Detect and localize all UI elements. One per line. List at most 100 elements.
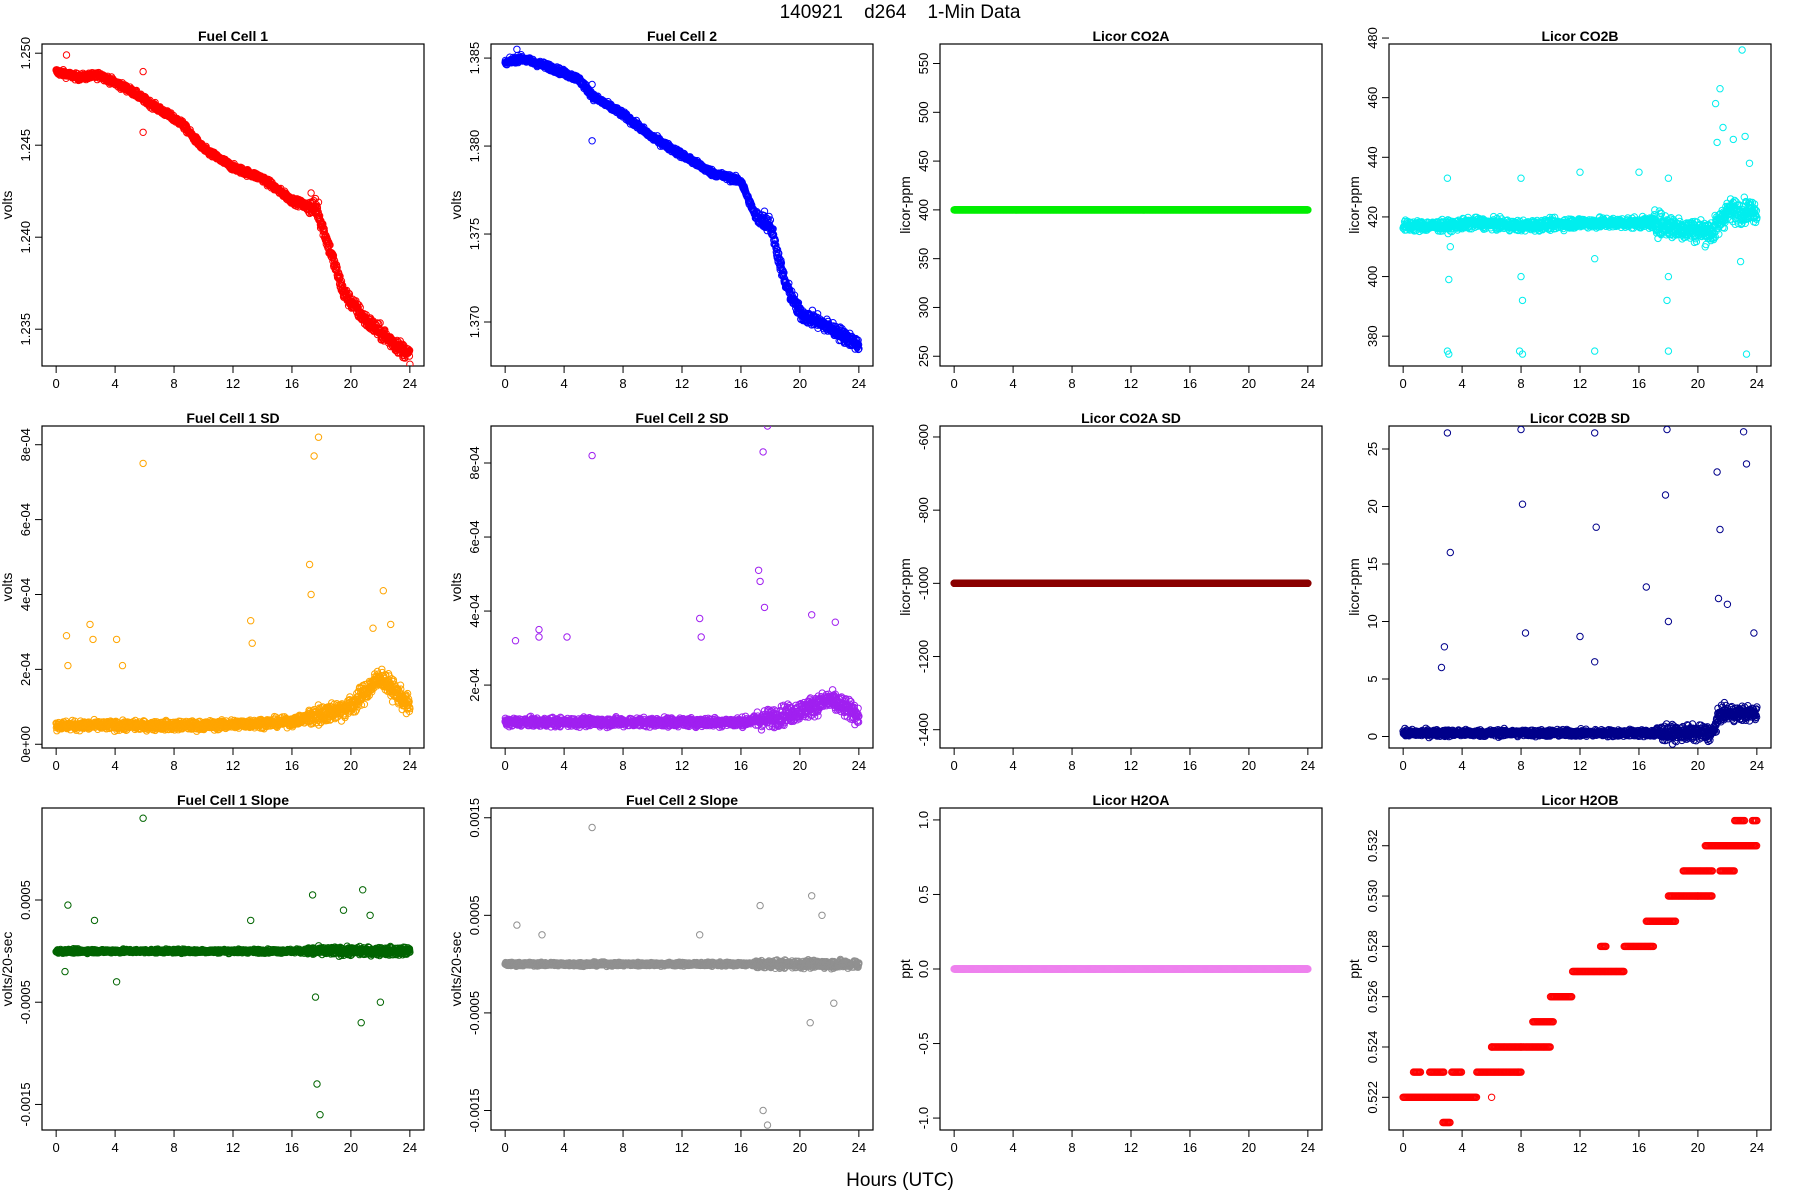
x-tick-label: 16 (1632, 376, 1646, 391)
data-point (588, 137, 596, 145)
data-point (854, 336, 862, 344)
data-point (337, 277, 346, 285)
y-tick-label: 550 (916, 53, 931, 75)
data-point (808, 306, 817, 314)
y-tick-label: 350 (916, 248, 931, 270)
panel-title: Licor CO2A (1092, 28, 1169, 44)
data-point (62, 51, 71, 59)
x-tick-label: 8 (619, 376, 626, 391)
y-tick-label: 1.235 (18, 313, 33, 346)
x-tick-label: 24 (1750, 376, 1764, 391)
y-axis-label: volts (448, 191, 464, 220)
x-tick-label: 0 (951, 376, 958, 391)
x-tick-label: 4 (1009, 376, 1016, 391)
data-point (766, 216, 775, 224)
x-tick-label: 4 (111, 376, 118, 391)
data-point (513, 45, 521, 53)
data-point (770, 240, 779, 248)
x-tick-label: 12 (1573, 376, 1587, 391)
data-point (1304, 206, 1312, 214)
y-tick-label: 1.250 (18, 37, 33, 70)
data-point (376, 319, 384, 327)
y-axis-label: volts (0, 191, 15, 220)
x-tick-label: 24 (1301, 376, 1315, 391)
y-axis-label: licor-ppm (1346, 176, 1362, 234)
data-point (345, 290, 354, 298)
x-tick-label: 0 (1400, 376, 1407, 391)
data-point (588, 80, 596, 89)
x-tick-label: 24 (852, 376, 866, 391)
y-tick-label: 400 (1365, 266, 1380, 288)
data-point (790, 291, 799, 299)
x-tick-label: 16 (734, 376, 748, 391)
data-point (775, 249, 783, 258)
x-tick-label: 24 (403, 376, 417, 391)
x-tick-label: 4 (1458, 376, 1465, 391)
data-point (765, 212, 773, 221)
y-tick-label: 1.370 (467, 306, 482, 339)
x-tick-label: 8 (1068, 376, 1075, 391)
x-tick-label: 20 (793, 376, 807, 391)
panel-title: Licor CO2B (1541, 28, 1618, 44)
y-tick-label: 380 (1365, 325, 1380, 347)
x-tick-label: 12 (675, 376, 689, 391)
y-tick-label: 1.240 (18, 221, 33, 254)
y-tick-label: 1.380 (467, 130, 482, 163)
data-point (405, 352, 414, 360)
data-point (307, 189, 315, 197)
y-tick-label: 1.245 (18, 129, 33, 162)
panel-title: Fuel Cell 1 (198, 28, 268, 44)
plot-frame (939, 43, 1323, 367)
data-point (855, 345, 863, 353)
y-tick-label: 440 (1365, 146, 1380, 168)
figure-title: 140921 d264 1-Min Data (779, 2, 1021, 23)
data-points (1399, 46, 1761, 358)
y-tick-label: 500 (916, 101, 931, 123)
x-tick-label: 12 (1124, 376, 1138, 391)
data-point (319, 220, 327, 228)
y-tick-label: 1.375 (467, 218, 482, 251)
panel-title: Fuel Cell 2 (647, 28, 717, 44)
x-tick-label: 16 (285, 376, 299, 391)
data-point (771, 237, 779, 245)
x-tick-label: 8 (170, 376, 177, 391)
data-point (406, 360, 414, 366)
x-tick-label: 0 (502, 376, 509, 391)
data-points (950, 206, 1312, 214)
data-point (314, 198, 323, 206)
data-point (356, 303, 364, 312)
y-tick-label: 460 (1365, 87, 1380, 109)
x-tick-label: 20 (344, 376, 358, 391)
data-point (333, 263, 341, 272)
x-tick-label: 4 (560, 376, 567, 391)
data-point (139, 128, 147, 137)
y-tick-label: 480 (1365, 27, 1380, 49)
x-tick-label: 20 (1691, 376, 1705, 391)
data-point (769, 225, 777, 233)
y-tick-label: 300 (916, 297, 931, 319)
chart-panel: Fuel Cell 1 volts 0 4 8 12 16 20 24 1.235 1.240 1.2… (0, 28, 425, 391)
chart-panel: Fuel Cell 2 volts 0 4 8 12 16 20 24 1.370 1.375 1.3… (448, 28, 874, 391)
x-tick-label: 20 (1242, 376, 1256, 391)
data-point (773, 246, 782, 254)
data-point (280, 187, 289, 195)
data-point (760, 207, 769, 215)
data-point (329, 251, 338, 260)
data-points (501, 45, 863, 354)
y-tick-label: 400 (916, 199, 931, 221)
data-points (52, 51, 414, 366)
data-point (326, 241, 334, 249)
data-point (338, 281, 346, 289)
y-tick-label: 450 (916, 150, 931, 172)
y-tick-label: 420 (1365, 206, 1380, 228)
data-point (139, 67, 147, 76)
y-tick-label: 250 (916, 345, 931, 367)
data-point (405, 346, 414, 355)
data-point (854, 340, 863, 349)
x-tick-label: 12 (226, 376, 240, 391)
x-tick-label: 0 (53, 376, 60, 391)
